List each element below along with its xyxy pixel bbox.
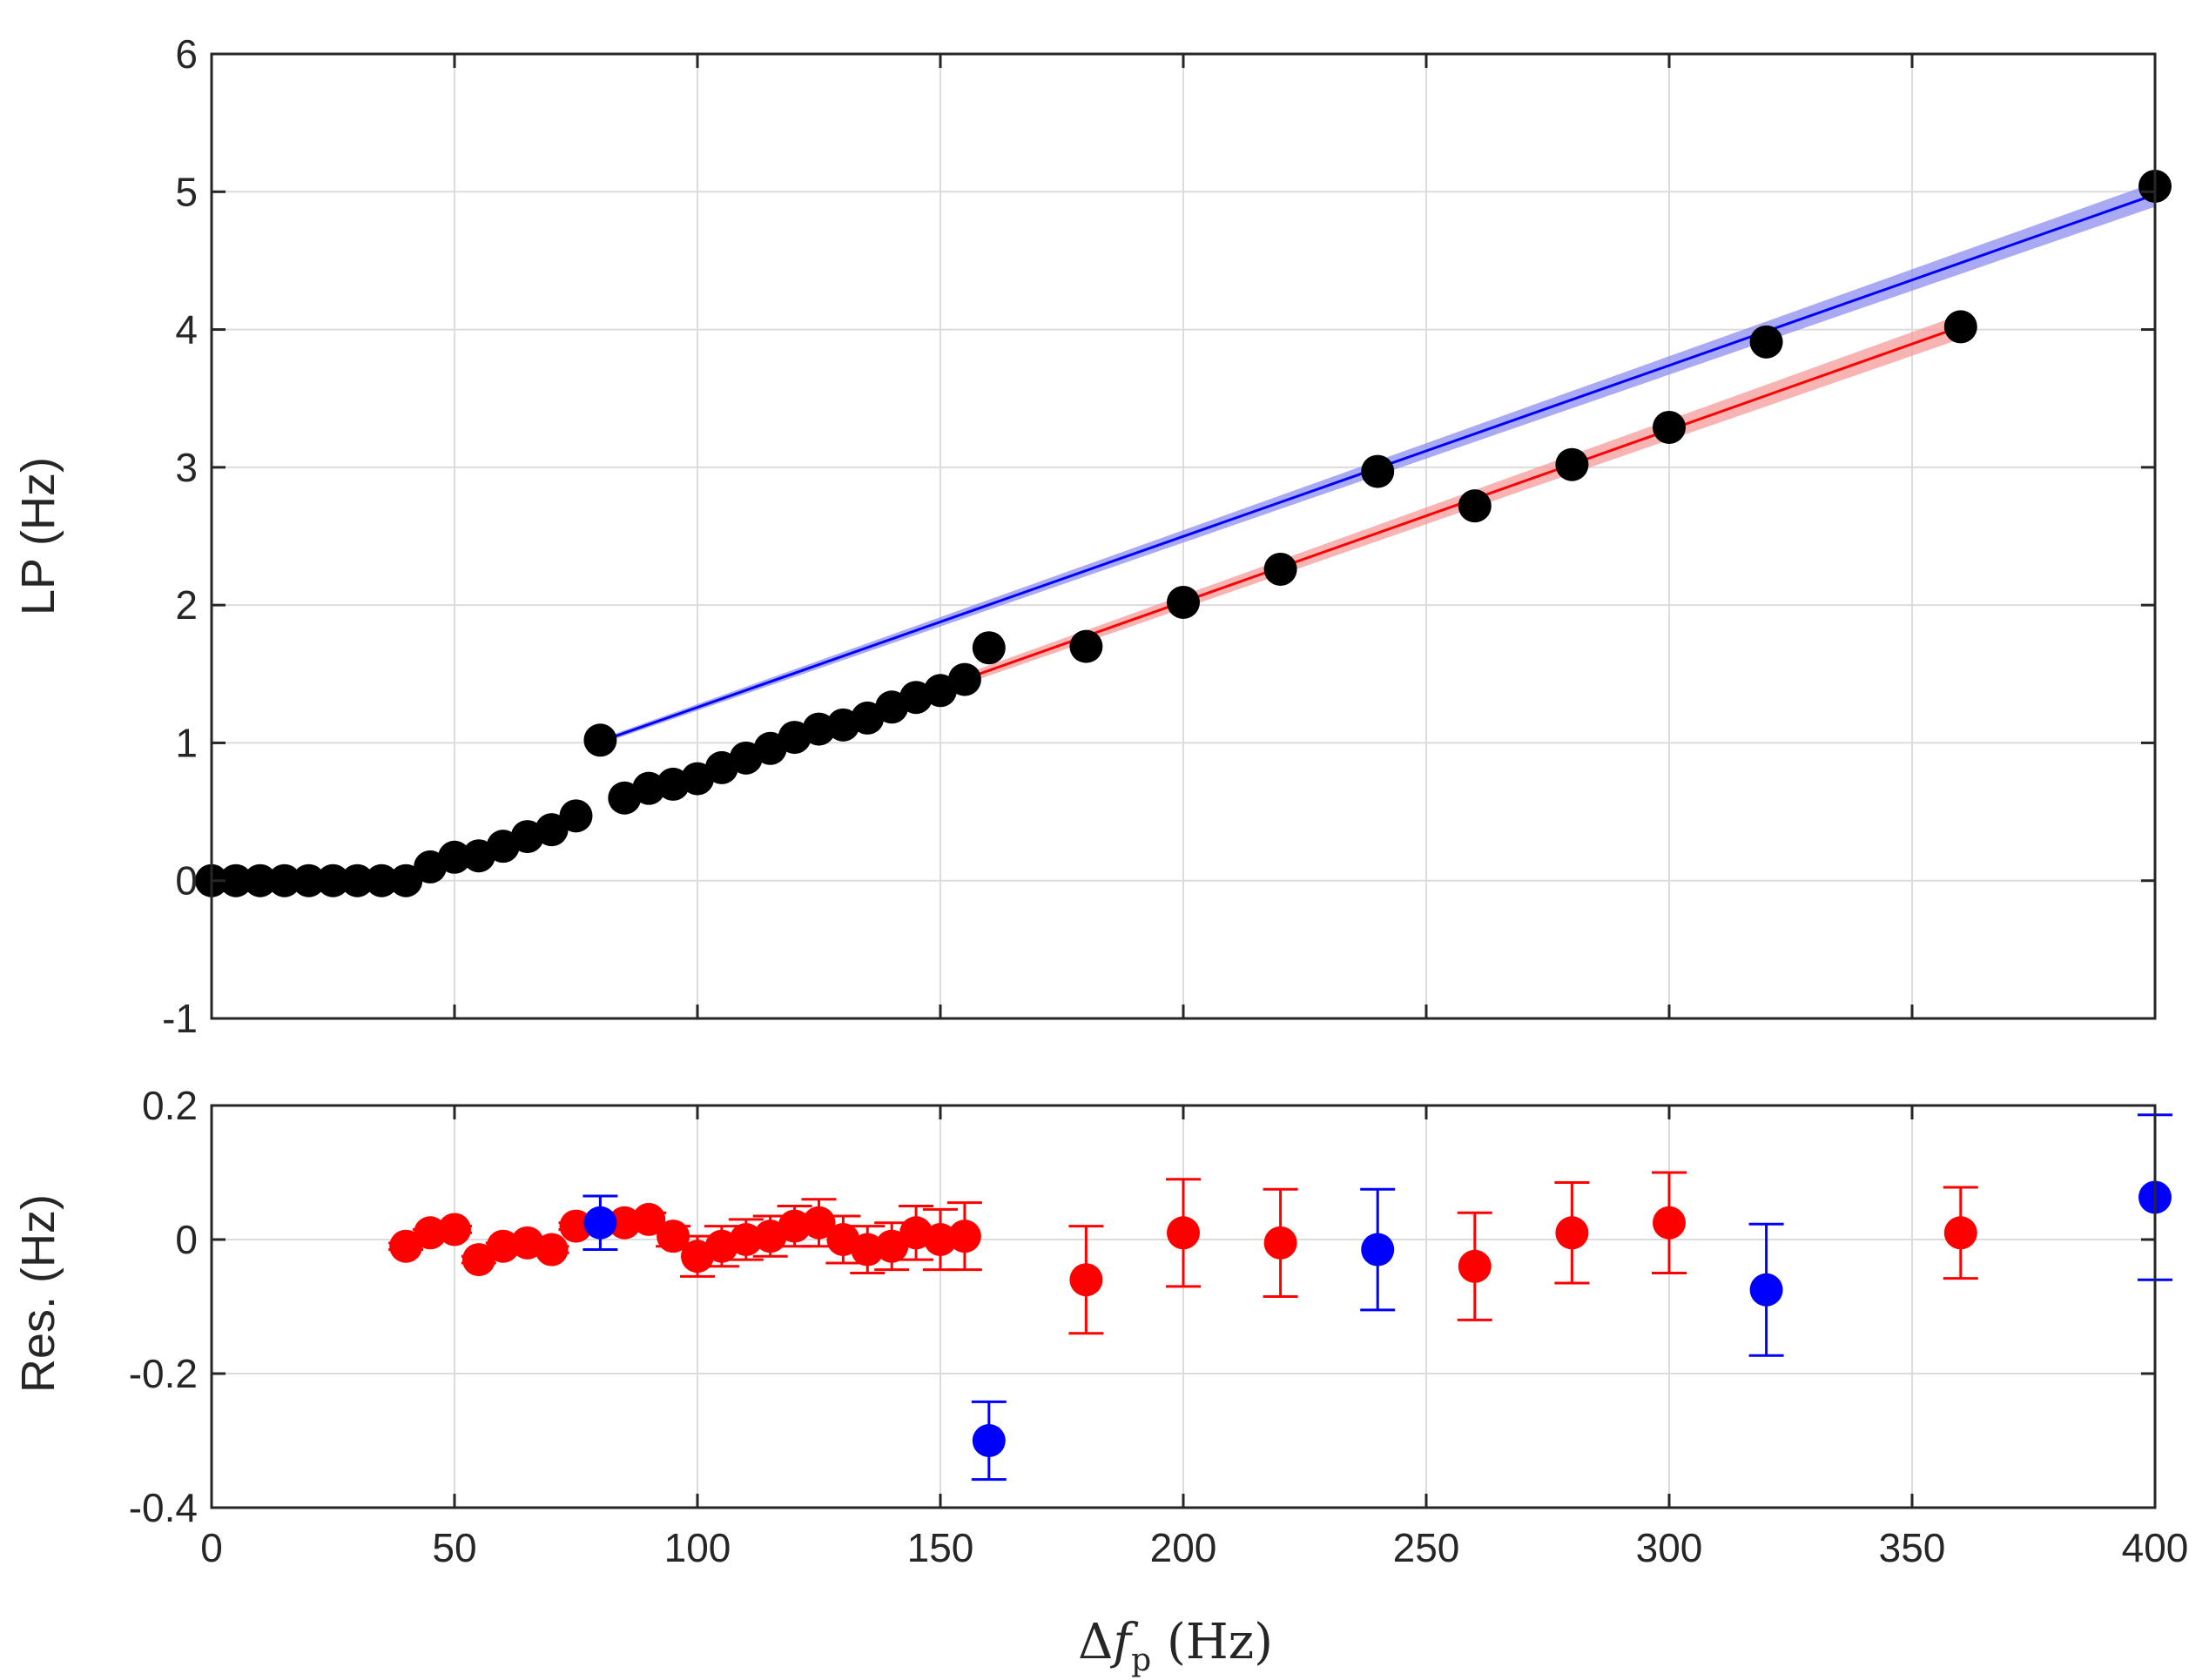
data-point — [632, 771, 666, 805]
data-point — [1069, 629, 1103, 663]
data-point — [1943, 310, 1977, 344]
data-point — [1361, 454, 1395, 488]
data-point — [947, 662, 981, 696]
data-point — [1263, 552, 1297, 586]
data-point — [340, 864, 374, 897]
bottom-tick-marks — [210, 1104, 2157, 1509]
x-tick-labels: 0 50 100 150 200 250 300 350 400 — [200, 1525, 2188, 1570]
bottom-y-axis-label: Res. (Hz) — [12, 1194, 64, 1393]
x-tick-label: 300 — [1636, 1525, 1703, 1570]
residual-point — [972, 1424, 1006, 1457]
residual-point — [389, 1229, 423, 1263]
residual-point — [438, 1213, 471, 1247]
top-y-tick-labels: -1 0 1 2 3 4 5 6 — [162, 31, 198, 1041]
data-point — [1653, 410, 1686, 444]
data-point — [1167, 585, 1200, 619]
residual-point — [947, 1220, 981, 1253]
bottom-panel: -0.4 -0.2 0 0.2 0 50 100 150 200 250 300 350 400 Re… — [12, 1083, 2188, 1678]
residual-point — [414, 1216, 448, 1250]
top-y-axis-label: LP (Hz) — [12, 457, 64, 615]
y-tick-label: 0.2 — [142, 1083, 198, 1128]
residual-point — [1263, 1226, 1297, 1260]
residual-point — [461, 1243, 495, 1277]
data-point — [1458, 489, 1492, 523]
residual-point — [486, 1229, 520, 1263]
residual-point — [608, 1206, 642, 1240]
residual-point — [924, 1223, 957, 1256]
y-tick-label: 0 — [175, 1217, 198, 1262]
residual-point — [1749, 1273, 1783, 1307]
residual-point — [632, 1202, 666, 1236]
x-tick-label: 200 — [1150, 1525, 1217, 1570]
x-axis-label: Δfp (Hz) — [1078, 1614, 1273, 1678]
x-tick-label: 50 — [432, 1525, 476, 1570]
data-point — [1749, 325, 1783, 359]
y-tick-label: -0.2 — [129, 1351, 198, 1396]
residual-point — [1458, 1249, 1492, 1283]
residual-point — [802, 1206, 836, 1240]
data-point — [559, 799, 593, 833]
x-tick-label: 100 — [664, 1525, 731, 1570]
x-tick-label: 0 — [200, 1525, 223, 1570]
residual-point — [875, 1229, 909, 1263]
residual-point — [1167, 1216, 1200, 1250]
residual-point — [535, 1233, 569, 1267]
data-point — [535, 813, 569, 847]
y-tick-label: 3 — [175, 445, 198, 490]
data-point — [438, 840, 471, 874]
bottom-y-tick-labels: -0.4 -0.2 0 0.2 — [129, 1083, 198, 1530]
data-point — [267, 864, 301, 897]
data-point — [292, 864, 326, 897]
residual-point — [1653, 1206, 1686, 1240]
residual-point — [583, 1206, 617, 1240]
residual-point — [657, 1220, 690, 1253]
data-point — [365, 864, 399, 897]
data-point — [972, 631, 1006, 665]
residual-point — [778, 1209, 812, 1243]
residual-point — [1555, 1216, 1589, 1250]
data-point — [243, 864, 277, 897]
y-tick-label: 1 — [175, 720, 198, 765]
data-point — [219, 864, 253, 897]
data-point — [1555, 447, 1589, 481]
residual-point — [1069, 1263, 1103, 1297]
data-point — [389, 864, 423, 897]
y-tick-label: 4 — [175, 307, 198, 353]
data-point — [583, 723, 617, 757]
y-tick-label: 2 — [175, 582, 198, 628]
x-tick-label: 250 — [1393, 1525, 1460, 1570]
residual-point — [1943, 1216, 1977, 1250]
x-tick-label: 150 — [907, 1525, 974, 1570]
residual-point — [851, 1233, 885, 1267]
bottom-residual-points — [388, 1113, 2172, 1482]
y-tick-label: 0 — [175, 858, 198, 904]
y-tick-label: -1 — [162, 996, 198, 1041]
x-tick-label: 400 — [2122, 1525, 2189, 1570]
y-tick-label: -0.4 — [129, 1485, 198, 1530]
top-panel: -1 0 1 2 3 4 5 6 LP (Hz) — [12, 31, 2172, 1041]
top-data-points — [195, 169, 2172, 897]
y-tick-label: 6 — [175, 31, 198, 77]
residual-point — [729, 1223, 763, 1256]
top-tick-marks — [210, 52, 2157, 1020]
data-point — [802, 712, 836, 746]
y-tick-label: 5 — [175, 169, 198, 214]
data-point — [316, 864, 350, 897]
residual-point — [559, 1209, 593, 1243]
x-tick-label: 350 — [1879, 1525, 1946, 1570]
residual-point — [1361, 1233, 1395, 1267]
